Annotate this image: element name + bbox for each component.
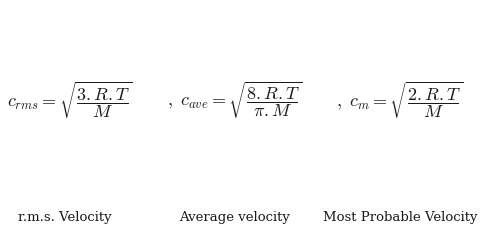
Text: Average velocity: Average velocity (180, 211, 290, 224)
Text: Most Probable Velocity: Most Probable Velocity (323, 211, 477, 224)
Text: $,\ c_{m} = \sqrt{\dfrac{2.R.T}{M}}$: $,\ c_{m} = \sqrt{\dfrac{2.R.T}{M}}$ (336, 80, 464, 120)
Text: $c_{rms} = \sqrt{\dfrac{3.R.T}{M}}$: $c_{rms} = \sqrt{\dfrac{3.R.T}{M}}$ (7, 80, 133, 120)
Text: r.m.s. Velocity: r.m.s. Velocity (18, 211, 112, 224)
Text: $,\ c_{ave} = \sqrt{\dfrac{8.R.T}{\pi.M}}$: $,\ c_{ave} = \sqrt{\dfrac{8.R.T}{\pi.M}… (168, 80, 302, 120)
